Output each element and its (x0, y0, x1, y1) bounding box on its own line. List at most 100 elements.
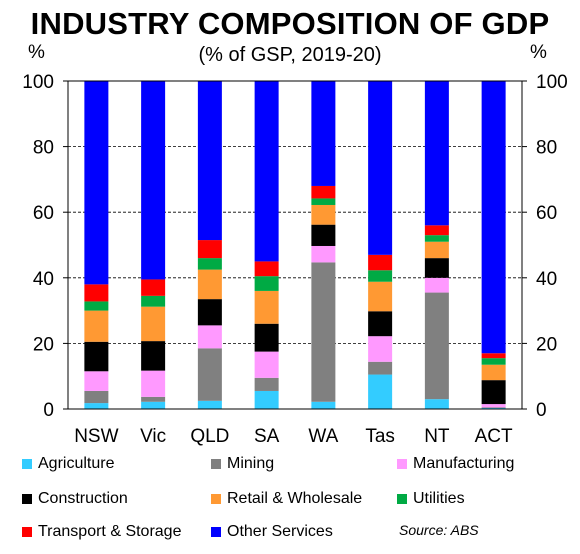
bar-segment (311, 224, 336, 246)
y-tick-label-right: 40 (536, 269, 557, 290)
bar-segment (254, 290, 279, 324)
y-tick-label-right: 80 (536, 138, 557, 159)
bar-segment (481, 81, 506, 354)
y-tick-label-right: 20 (536, 334, 557, 355)
y-tick-label-left: 20 (33, 334, 54, 355)
bar-segment (141, 279, 166, 296)
y-tick-label-left: 100 (22, 72, 54, 93)
y-tick-label-left: 0 (43, 400, 54, 421)
bar-segment (197, 258, 222, 270)
bar-segment (197, 325, 222, 349)
bar-segment (481, 358, 506, 365)
x-tick-label: WA (308, 426, 338, 447)
y-axis-unit-left: % (28, 42, 45, 63)
bar-segment (424, 277, 449, 293)
bar-segment (368, 270, 393, 282)
legend-swatch (397, 459, 407, 469)
bar-segment (254, 390, 279, 409)
bar-segment (481, 364, 506, 381)
x-tick-label: NSW (74, 426, 118, 447)
legend-item: Retail & Wholesale (211, 490, 362, 508)
y-tick-label-left: 80 (33, 138, 54, 159)
bar-segment (311, 185, 336, 199)
bar-segment (424, 81, 449, 226)
bar-segment (84, 371, 109, 391)
bar-segment (368, 311, 393, 337)
legend-label: Other Services (227, 523, 333, 540)
y-tick-label-right: 100 (536, 72, 568, 93)
bar-segment (197, 299, 222, 326)
legend-item: Utilities (397, 490, 465, 508)
x-tick-label: SA (254, 426, 280, 447)
bar-segment (197, 348, 222, 401)
bar-segment (424, 241, 449, 259)
bar-segment (141, 295, 166, 307)
bar-segment (197, 269, 222, 300)
bar-segment (311, 245, 336, 263)
bar-segment (141, 81, 166, 280)
bar-segment (368, 281, 393, 312)
bar-segment (254, 351, 279, 378)
legend-swatch (397, 494, 407, 504)
bar-segment (311, 81, 336, 186)
bar-segment (311, 401, 336, 409)
bar-segment (368, 254, 393, 271)
legend-label: Construction (38, 490, 128, 507)
bar-segment (368, 81, 393, 255)
legend-item: Agriculture (22, 455, 114, 473)
legend-swatch (211, 459, 221, 469)
bar-segment (141, 401, 166, 409)
legend-swatch (22, 494, 32, 504)
bar-segment (141, 306, 166, 342)
bar-segment (197, 400, 222, 409)
bar-segment (84, 81, 109, 285)
bar-segment (141, 341, 166, 371)
legend-label: Mining (227, 455, 275, 472)
plot-frame (67, 80, 523, 410)
x-tick-label: QLD (190, 426, 229, 447)
bar-segment (481, 353, 506, 359)
y-tick-label-left: 40 (33, 269, 54, 290)
bar-segment (311, 262, 336, 402)
bar-segment (141, 370, 166, 397)
bar-segment (254, 81, 279, 262)
bar-segment (84, 341, 109, 372)
legend-item: Manufacturing (397, 455, 514, 473)
bar-segment (481, 407, 506, 409)
legend-label: Utilities (413, 490, 465, 507)
legend-label: Agriculture (38, 455, 115, 472)
y-tick-label-right: 60 (536, 203, 557, 224)
x-tick-label: ACT (475, 426, 513, 447)
legend-swatch (22, 527, 32, 537)
legend-swatch (22, 459, 32, 469)
bar-segment (84, 284, 109, 302)
x-tick-label: NT (424, 426, 450, 447)
bar-segment (424, 225, 449, 236)
legend-label: Retail & Wholesale (227, 490, 363, 507)
chart-title: INDUSTRY COMPOSITION OF GDP (30, 6, 550, 41)
legend-item: Mining (211, 455, 274, 473)
source-note: Source: ABS (399, 522, 479, 538)
bar-segment (84, 301, 109, 311)
bar-segment (481, 380, 506, 405)
chart-subtitle: (% of GSP, 2019-20) (198, 44, 382, 66)
bar-segment (197, 81, 222, 241)
bar-segment (368, 336, 393, 362)
bar-segment (424, 399, 449, 409)
y-axis-unit-right: % (530, 42, 547, 63)
x-tick-label: Tas (365, 426, 395, 447)
bar-segment (368, 374, 393, 409)
bar-segment (197, 240, 222, 259)
bar-segment (311, 204, 336, 225)
y-tick-label-right: 0 (536, 400, 547, 421)
bar-segment (481, 404, 506, 408)
bar-segment (141, 396, 166, 402)
bar-segment (254, 276, 279, 291)
bar-segment (254, 261, 279, 277)
y-tick-label-left: 60 (33, 203, 54, 224)
x-tick-label: Vic (140, 426, 166, 447)
legend-item: Transport & Storage (22, 523, 181, 541)
bar-segment (424, 258, 449, 278)
